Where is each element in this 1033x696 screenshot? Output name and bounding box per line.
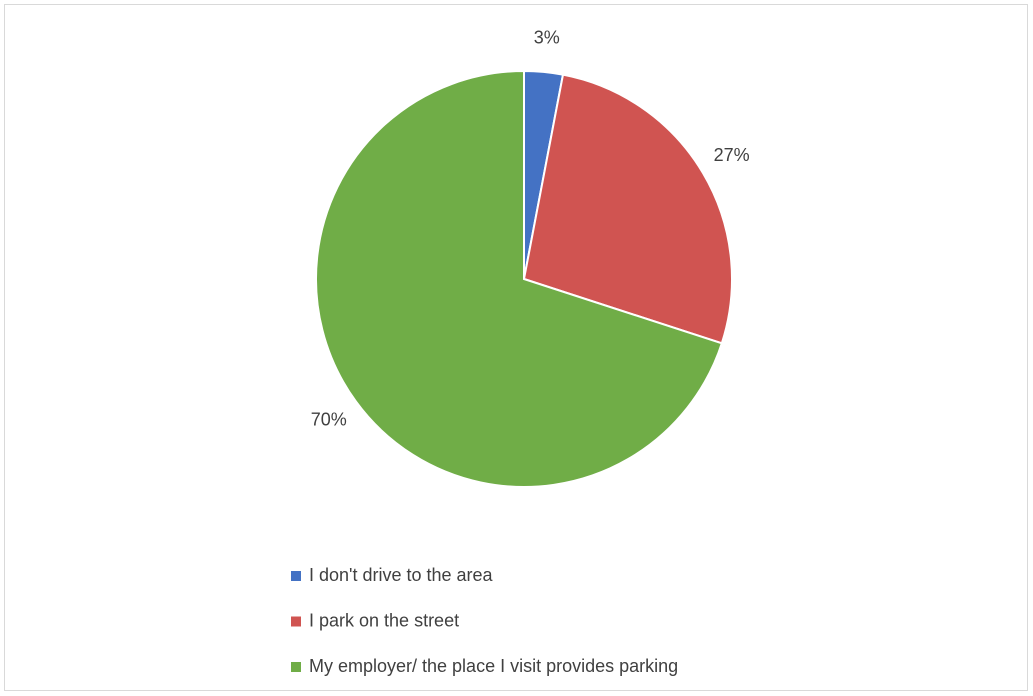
legend-label: I don't drive to the area [309, 565, 494, 585]
data-label: 3% [534, 28, 560, 48]
pie-slice [315, 69, 724, 488]
pie-slice [522, 73, 733, 345]
legend-label: My employer/ the place I visit provides … [309, 656, 678, 676]
legend-swatch [291, 662, 301, 672]
legend-swatch [291, 571, 301, 581]
data-label: 27% [714, 145, 750, 165]
legend-label: I park on the street [309, 610, 459, 630]
legend-swatch [291, 616, 301, 627]
data-label: 70% [311, 410, 347, 430]
